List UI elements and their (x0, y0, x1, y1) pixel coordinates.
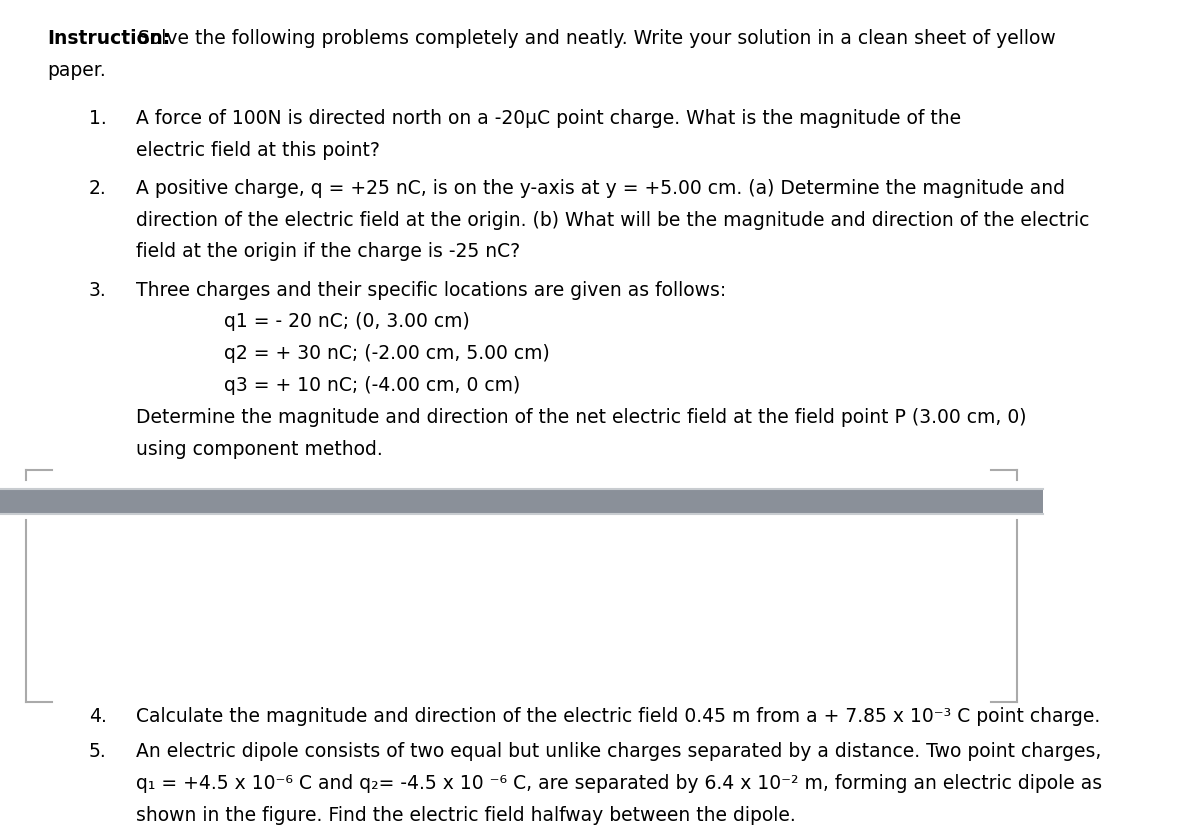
Text: q3 = + 10 nC; (-4.00 cm, 0 cm): q3 = + 10 nC; (-4.00 cm, 0 cm) (224, 375, 521, 395)
Text: q₁ = +4.5 x 10⁻⁶ C and q₂= -4.5 x 10 ⁻⁶ C, are separated by 6.4 x 10⁻² m, formin: q₁ = +4.5 x 10⁻⁶ C and q₂= -4.5 x 10 ⁻⁶ … (136, 773, 1102, 793)
Text: paper.: paper. (47, 61, 106, 80)
Text: 3.: 3. (89, 280, 107, 299)
Text: Calculate the magnitude and direction of the electric field 0.45 m from a + 7.85: Calculate the magnitude and direction of… (136, 706, 1100, 726)
Text: q1 = - 20 nC; (0, 3.00 cm): q1 = - 20 nC; (0, 3.00 cm) (224, 312, 470, 331)
Text: 2.: 2. (89, 179, 107, 197)
Text: Solve the following problems completely and neatly. Write your solution in a cle: Solve the following problems completely … (132, 29, 1056, 48)
Text: 4.: 4. (89, 706, 107, 726)
Text: 1.: 1. (89, 109, 107, 128)
Text: Determine the magnitude and direction of the net electric field at the field poi: Determine the magnitude and direction of… (136, 407, 1026, 426)
Text: electric field at this point?: electric field at this point? (136, 140, 379, 160)
Text: q2 = + 30 nC; (-2.00 cm, 5.00 cm): q2 = + 30 nC; (-2.00 cm, 5.00 cm) (224, 344, 550, 363)
Bar (0, 489, 1043, 514)
Text: field at the origin if the charge is -25 nC?: field at the origin if the charge is -25… (136, 242, 520, 261)
Text: Instruction:: Instruction: (47, 29, 170, 48)
Text: 5.: 5. (89, 742, 107, 761)
Text: Three charges and their specific locations are given as follows:: Three charges and their specific locatio… (136, 280, 726, 299)
Text: direction of the electric field at the origin. (b) What will be the magnitude an: direction of the electric field at the o… (136, 211, 1088, 229)
Text: An electric dipole consists of two equal but unlike charges separated by a dista: An electric dipole consists of two equal… (136, 742, 1100, 761)
Text: shown in the figure. Find the electric field halfway between the dipole.: shown in the figure. Find the electric f… (136, 805, 796, 824)
Text: A positive charge, q = +25 nC, is on the y-axis at y = +5.00 cm. (a) Determine t: A positive charge, q = +25 nC, is on the… (136, 179, 1064, 197)
Text: A force of 100N is directed north on a -20μC point charge. What is the magnitude: A force of 100N is directed north on a -… (136, 109, 961, 128)
Text: using component method.: using component method. (136, 439, 383, 458)
